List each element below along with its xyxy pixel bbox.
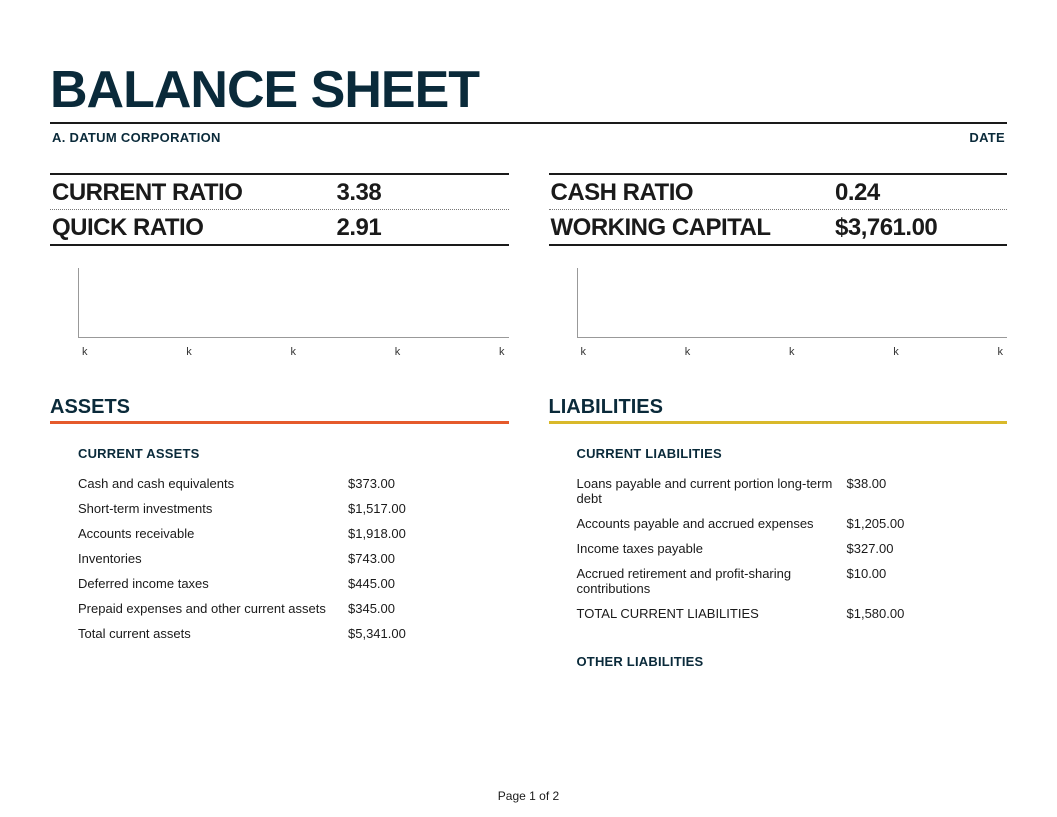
sections-row: ASSETS CURRENT ASSETS Cash and cash equi… [50,396,1007,679]
row-label: Cash and cash equivalents [78,476,348,491]
table-row: Accounts payable and accrued expenses$1,… [577,511,1008,536]
row-value: $445.00 [348,576,478,591]
row-value: $1,580.00 [847,606,977,621]
tick: k [82,346,88,358]
row-label: Deferred income taxes [78,576,348,591]
row-value: $10.00 [847,566,977,596]
chart-y-axis [78,268,79,338]
ratios-left: CURRENT RATIO 3.38 QUICK RATIO 2.91 [50,173,509,246]
ratios-block: CURRENT RATIO 3.38 QUICK RATIO 2.91 CASH… [50,173,1007,246]
table-row: Short-term investments$1,517.00 [78,496,509,521]
chart-x-axis [577,337,1008,338]
row-value: $373.00 [348,476,478,491]
ratio-row: QUICK RATIO 2.91 [50,209,509,246]
tick: k [893,346,899,358]
current-liabilities: CURRENT LIABILITIES Loans payable and cu… [549,424,1008,626]
row-label: TOTAL CURRENT LIABILITIES [577,606,847,621]
row-value: $1,205.00 [847,516,977,531]
row-value: $5,341.00 [348,626,478,641]
ratio-row: CURRENT RATIO 3.38 [50,173,509,209]
chart-ticks: k k k k k [78,346,509,358]
row-value: $38.00 [847,476,977,506]
assets-title: ASSETS [50,396,509,424]
tick: k [581,346,587,358]
table-row: Deferred income taxes$445.00 [78,571,509,596]
liabilities-section: LIABILITIES CURRENT LIABILITIES Loans pa… [549,396,1008,679]
other-liabilities-title: OTHER LIABILITIES [577,654,1008,669]
tick: k [998,346,1004,358]
table-row: Accounts receivable$1,918.00 [78,521,509,546]
ratio-row: WORKING CAPITAL $3,761.00 [549,209,1008,246]
row-label: Accrued retirement and profit-sharing co… [577,566,847,596]
row-label: Inventories [78,551,348,566]
table-row: Income taxes payable$327.00 [577,536,1008,561]
ratio-value: 3.38 [337,179,507,207]
liabilities-title: LIABILITIES [549,396,1008,424]
row-label: Income taxes payable [577,541,847,556]
chart-y-axis [577,268,578,338]
ratio-row: CASH RATIO 0.24 [549,173,1008,209]
subheader: A. DATUM CORPORATION DATE [50,124,1007,145]
ratio-label: CASH RATIO [551,179,836,207]
date-label: DATE [969,130,1005,145]
ratio-value: 2.91 [337,214,507,242]
row-label: Accounts payable and accrued expenses [577,516,847,531]
tick: k [186,346,192,358]
tick: k [685,346,691,358]
row-value: $327.00 [847,541,977,556]
ratios-right: CASH RATIO 0.24 WORKING CAPITAL $3,761.0… [549,173,1008,246]
tick: k [395,346,401,358]
row-value: $1,517.00 [348,501,478,516]
total-row: Total current assets$5,341.00 [78,621,509,646]
ratio-label: QUICK RATIO [52,214,337,242]
table-row: Inventories$743.00 [78,546,509,571]
row-label: Short-term investments [78,501,348,516]
current-assets: CURRENT ASSETS Cash and cash equivalents… [50,424,509,646]
tick: k [499,346,505,358]
row-label: Prepaid expenses and other current asset… [78,601,348,616]
chart-left: k k k k k [50,268,509,358]
row-value: $345.00 [348,601,478,616]
table-row: Loans payable and current portion long-t… [577,471,1008,511]
other-liabilities: OTHER LIABILITIES [549,626,1008,669]
tick: k [291,346,297,358]
charts-row: k k k k k k k k k k [50,268,1007,358]
table-row: Cash and cash equivalents$373.00 [78,471,509,496]
current-liabilities-title: CURRENT LIABILITIES [577,446,1008,461]
current-assets-title: CURRENT ASSETS [78,446,509,461]
chart-right: k k k k k [549,268,1008,358]
page-title: BALANCE SHEET [50,60,1007,124]
tick: k [789,346,795,358]
company-name: A. DATUM CORPORATION [52,130,221,145]
ratio-label: WORKING CAPITAL [551,214,836,242]
table-row: Accrued retirement and profit-sharing co… [577,561,1008,601]
assets-section: ASSETS CURRENT ASSETS Cash and cash equi… [50,396,509,679]
row-label: Total current assets [78,626,348,641]
chart-ticks: k k k k k [577,346,1008,358]
chart-x-axis [78,337,509,338]
ratio-value: $3,761.00 [835,214,1005,242]
page-footer: Page 1 of 2 [0,789,1057,803]
row-value: $1,918.00 [348,526,478,541]
table-row: Prepaid expenses and other current asset… [78,596,509,621]
row-value: $743.00 [348,551,478,566]
total-row: TOTAL CURRENT LIABILITIES$1,580.00 [577,601,1008,626]
row-label: Accounts receivable [78,526,348,541]
row-label: Loans payable and current portion long-t… [577,476,847,506]
ratio-label: CURRENT RATIO [52,179,337,207]
ratio-value: 0.24 [835,179,1005,207]
